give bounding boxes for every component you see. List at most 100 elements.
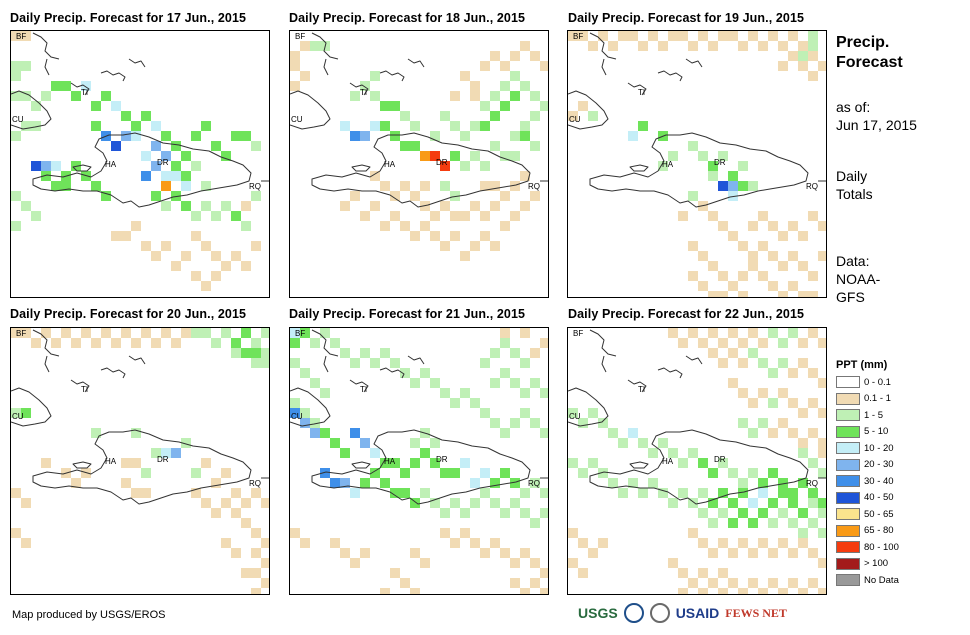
precip-cell — [808, 211, 818, 221]
precip-cell — [221, 498, 231, 508]
precip-cell — [141, 151, 151, 161]
precip-cell — [510, 418, 520, 428]
precip-cell — [748, 31, 758, 41]
legend-label: No Data — [864, 574, 899, 586]
coastline — [627, 379, 647, 393]
precip-cell — [788, 281, 798, 291]
precip-cell — [588, 111, 598, 121]
precip-cell — [310, 41, 320, 51]
precip-cell — [11, 488, 21, 498]
precip-cell — [778, 508, 788, 518]
precip-cell — [530, 51, 540, 61]
precip-cell — [81, 81, 91, 91]
coastline — [11, 90, 52, 130]
precip-cell — [211, 271, 221, 281]
precip-cell — [510, 348, 520, 358]
precip-cell — [21, 31, 31, 41]
precip-cell — [410, 588, 420, 594]
coastline — [657, 367, 683, 379]
precip-cell — [380, 181, 390, 191]
precip-cell — [460, 211, 470, 221]
coastline — [629, 164, 649, 172]
precip-cell — [540, 568, 548, 578]
precip-cell — [41, 171, 51, 181]
precip-cell — [161, 241, 171, 251]
coastline — [311, 132, 531, 208]
precip-cell — [698, 338, 708, 348]
map-label-ti: TI — [638, 385, 645, 394]
precip-cell — [201, 121, 211, 131]
precip-cell — [400, 368, 410, 378]
fewsnet-logo: FEWS NET — [725, 605, 787, 620]
precip-cell — [738, 241, 748, 251]
precip-cell — [530, 518, 540, 528]
precip-cell — [588, 41, 598, 51]
precip-cell — [171, 171, 181, 181]
precip-cell — [21, 498, 31, 508]
precip-cell — [510, 211, 520, 221]
precip-cell — [360, 478, 370, 488]
precip-cell — [788, 548, 798, 558]
precip-cell — [808, 548, 818, 558]
as-of-date: Jun 17, 2015 — [836, 117, 917, 133]
precip-cell — [211, 211, 221, 221]
precip-cell — [708, 41, 718, 51]
precip-cell — [818, 558, 826, 568]
precip-cell — [251, 488, 261, 498]
precip-cell — [21, 538, 31, 548]
precip-cell — [798, 408, 808, 418]
precip-cell — [798, 338, 808, 348]
precip-cell — [51, 181, 61, 191]
precip-cell — [91, 121, 101, 131]
precip-cell — [470, 538, 480, 548]
precip-cell — [490, 181, 500, 191]
coastline — [351, 461, 371, 469]
coastline — [100, 70, 126, 82]
precip-cell — [668, 328, 678, 338]
precip-cell — [698, 31, 708, 41]
precip-cell — [380, 348, 390, 358]
precip-cell — [151, 121, 161, 131]
precip-cell — [420, 488, 430, 498]
map-label-ha: HA — [662, 457, 674, 466]
map-panel-1: BF CU TI HA DR RQ — [10, 30, 270, 298]
coastline — [589, 329, 617, 357]
coastline — [685, 58, 703, 68]
precip-cell — [211, 251, 221, 261]
precip-cell — [778, 538, 788, 548]
precip-cell — [738, 508, 748, 518]
precip-cell — [310, 418, 320, 428]
precip-cell — [808, 428, 818, 438]
precip-cell — [221, 261, 231, 271]
legend-swatch — [836, 409, 860, 422]
precip-cell — [161, 201, 171, 211]
precip-cell — [500, 328, 510, 338]
precip-cell — [330, 478, 340, 488]
precip-cell — [480, 468, 490, 478]
coastline — [589, 429, 809, 505]
precip-cell — [540, 428, 548, 438]
precip-cell — [151, 141, 161, 151]
precip-cell — [480, 121, 490, 131]
coastline — [351, 164, 371, 172]
precip-cell — [430, 438, 440, 448]
coastline — [379, 367, 405, 379]
precip-cell — [698, 508, 708, 518]
precip-cell — [818, 498, 826, 508]
precip-cell — [798, 438, 808, 448]
precip-cell — [31, 101, 41, 111]
precip-cell — [708, 328, 718, 338]
coastline — [589, 132, 809, 208]
precip-cell — [261, 498, 269, 508]
precip-cell — [191, 231, 201, 241]
precip-cell — [440, 508, 450, 518]
precip-cell — [161, 171, 171, 181]
precip-cell — [151, 251, 161, 261]
precip-cell — [470, 81, 480, 91]
precip-cell — [540, 488, 548, 498]
precip-cell — [748, 181, 758, 191]
precip-cell — [758, 211, 768, 221]
precip-cell — [668, 498, 678, 508]
precip-cell — [808, 328, 818, 338]
precip-cell — [808, 368, 818, 378]
